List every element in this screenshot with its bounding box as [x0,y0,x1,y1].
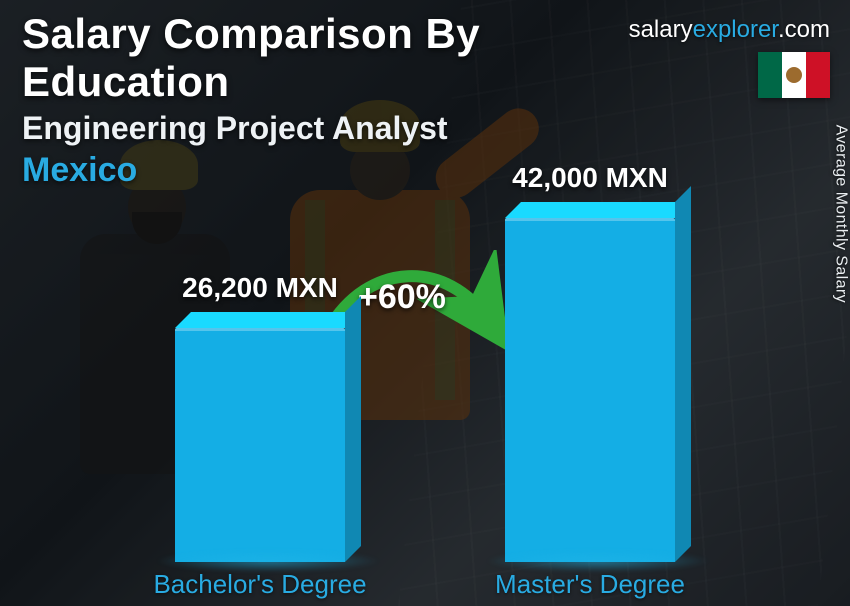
bar-value-label: 42,000 MXN [460,162,720,194]
bar-chart: +60% 26,200 MXNBachelor's Degree42,000 M… [0,176,850,606]
bar-value-label: 26,200 MXN [130,272,390,304]
bar [505,218,675,562]
bar-category-label: Master's Degree [450,569,730,600]
brand-accent: explorer [693,16,778,43]
bar [175,328,345,562]
brand-suffix: .com [778,16,830,43]
job-title: Engineering Project Analyst [22,110,630,147]
mexico-flag-icon [758,52,830,98]
infographic-stage: Salary Comparison By Education Engineeri… [0,0,850,606]
brand-plain: salary [629,16,693,43]
page-title: Salary Comparison By Education [22,10,630,106]
brand-logo-text: salaryexplorer.com [629,16,830,44]
bar-category-label: Bachelor's Degree [120,569,400,600]
